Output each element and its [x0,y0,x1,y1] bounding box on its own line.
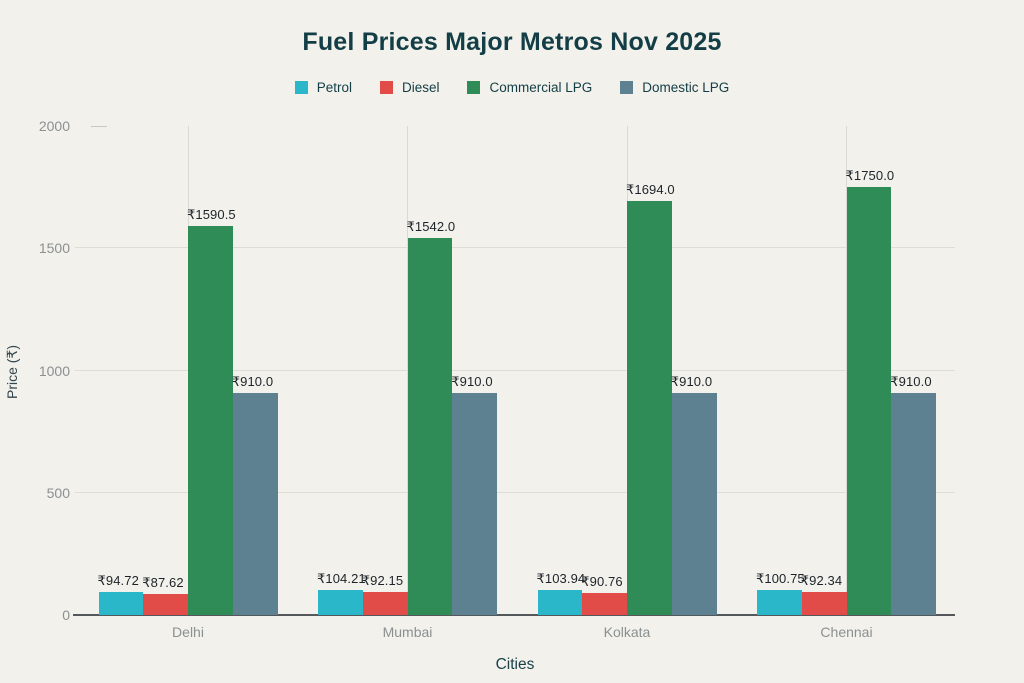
bar-commercial-lpg-mumbai [407,237,453,615]
bar-value-label-petrol-delhi: ₹94.72 [97,572,139,588]
bar-domestic-lpg-mumbai [452,392,497,615]
bar-diesel-delhi [143,593,188,615]
bar-petrol-delhi [98,591,144,615]
bar-group-mumbai: ₹104.21 ₹92.15 ₹1542.0 ₹910.0 [317,126,497,615]
bar-value-label-petrol-mumbai: ₹104.21 [317,570,366,586]
bar-domestic-lpg-kolkata [671,392,717,615]
legend-swatch-diesel-icon [379,81,393,94]
bar-value-label-commercial-lpg-delhi: ₹1590.5 [187,207,236,223]
legend-item-petrol: Petrol [294,80,352,95]
bar-commercial-lpg-kolkata [627,200,672,615]
horizontal-gridline-1500 [75,247,955,249]
bar-domestic-lpg-delhi [232,392,278,615]
horizontal-gridline-1000 [75,369,955,371]
y-tick-label-2000: 2000 [38,118,70,134]
x-tick-label-mumbai: Mumbai [382,624,433,640]
bar-value-label-diesel-mumbai: ₹92.15 [361,573,404,589]
legend-item-diesel: Diesel [379,80,440,95]
bar-petrol-mumbai [318,589,363,615]
bar-petrol-chennai [757,590,802,615]
bar-petrol-kolkata [537,589,583,615]
bar-value-label-diesel-chennai: ₹92.34 [800,573,843,589]
legend-swatch-petrol-icon [294,81,308,94]
legend-label: Diesel [401,80,440,95]
bar-value-label-commercial-lpg-mumbai: ₹1542.0 [406,218,456,234]
bar-value-label-domestic-lpg-delhi: ₹910.0 [231,373,274,389]
bar-value-label-petrol-kolkata: ₹103.94 [536,570,586,586]
legend-item-domestic-lpg: Domestic LPG [620,80,729,95]
plot-area: ₹94.72 ₹87.62 ₹1590.5 ₹910.0 ₹104.21 ₹92.15 ₹1… [73,126,955,616]
bar-diesel-kolkata [582,592,627,615]
chart-title: Fuel Prices Major Metros Nov 2025 [302,28,722,56]
y-tick-label-0: 0 [62,607,70,623]
y-tick-label-500: 500 [46,484,70,501]
bar-value-label-petrol-chennai: ₹100.75 [756,571,805,587]
legend-item-commercial-lpg: Commercial LPG [467,80,592,95]
bar-diesel-chennai [801,592,847,615]
legend-swatch-commercial-lpg-icon [467,81,481,94]
bar-domestic-lpg-chennai [891,392,936,615]
bar-group-chennai: ₹100.75 ₹92.34 ₹1750.0 ₹910.0 [756,126,936,615]
x-tick-label-delhi: Delhi [172,624,204,640]
legend: Petrol Diesel Commercial LPG Domestic LPG [0,80,1024,95]
x-axis-title: Cities [495,656,535,673]
bar-value-label-commercial-lpg-kolkata: ₹1694.0 [626,181,675,197]
x-tick-label-chennai: Chennai [820,624,873,640]
bar-commercial-lpg-delhi [188,226,233,615]
bar-value-label-domestic-lpg-mumbai: ₹910.0 [451,373,493,389]
bar-commercial-lpg-chennai [846,187,892,615]
bar-value-label-diesel-delhi: ₹87.62 [142,574,184,590]
bar-group-kolkata: ₹103.94 ₹90.76 ₹1694.0 ₹910.0 [536,126,717,615]
bar-value-label-commercial-lpg-chennai: ₹1750.0 [845,168,895,184]
bar-value-label-domestic-lpg-kolkata: ₹910.0 [670,373,713,389]
y-tick-label-1500: 1500 [38,240,70,257]
y-tick-label-1000: 1000 [38,362,70,379]
legend-label: Commercial LPG [489,80,593,95]
bar-diesel-mumbai [362,592,408,615]
legend-swatch-domestic-lpg-icon [620,81,634,94]
bar-value-label-domestic-lpg-chennai: ₹910.0 [890,373,932,389]
legend-label: Petrol [316,80,352,95]
bar-value-label-diesel-kolkata: ₹90.76 [581,573,623,589]
horizontal-gridline-500 [75,491,955,493]
x-tick-label-kolkata: Kolkata [603,624,651,640]
x-axis-line [73,614,955,616]
bar-group-delhi: ₹94.72 ₹87.62 ₹1590.5 ₹910.0 [97,126,278,615]
legend-label: Domestic LPG [642,80,730,95]
y-tick-mark-2000 [91,126,107,127]
